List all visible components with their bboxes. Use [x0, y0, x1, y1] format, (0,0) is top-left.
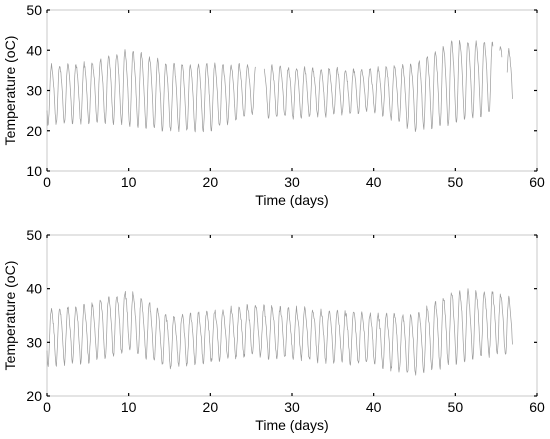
bottom-series-line: [46, 288, 513, 376]
top-x-tick-label: 40: [366, 174, 382, 190]
bottom-tick-group: 0 10 20 30 40 50 60 20 30 40 50: [26, 227, 545, 415]
top-x-tick-label: 60: [529, 174, 545, 190]
top-y-axis-label: Temperature (oC): [2, 36, 18, 146]
bottom-x-tick-label: 20: [203, 399, 219, 415]
bottom-y-axis-label: Temperature (oC): [2, 261, 18, 371]
bottom-y-tick-label: 20: [26, 388, 42, 404]
bottom-y-tick-label: 30: [26, 334, 42, 350]
bottom-x-tick-label: 10: [121, 399, 137, 415]
top-x-tick-label: 0: [43, 174, 51, 190]
bottom-x-tick-label: 30: [284, 399, 300, 415]
bottom-y-tick-label: 50: [26, 227, 42, 243]
top-x-axis-label: Time (days): [255, 192, 328, 208]
top-x-tick-label: 50: [448, 174, 464, 190]
bottom-x-tick-label: 40: [366, 399, 382, 415]
top-y-tick-label: 50: [26, 2, 42, 18]
top-y-tick-label: 20: [26, 123, 42, 139]
top-series-line: [46, 39, 513, 133]
bottom-x-tick-label: 50: [448, 399, 464, 415]
top-series-group: [46, 39, 513, 133]
bottom-x-axis-label: Time (days): [255, 417, 328, 433]
top-x-tick-label: 30: [284, 174, 300, 190]
bottom-chart: 0 10 20 30 40 50 60 20 30 40 50 Time (days) Temper…: [2, 227, 545, 433]
bottom-y-tick-label: 40: [26, 281, 42, 297]
bottom-plot-frame: [46, 234, 538, 397]
top-x-tick-label: 10: [121, 174, 137, 190]
bottom-x-tick-label: 60: [529, 399, 545, 415]
bottom-x-tick-label: 0: [43, 399, 51, 415]
top-x-tick-label: 20: [203, 174, 219, 190]
top-y-tick-label: 10: [26, 163, 42, 179]
top-y-tick-label: 40: [26, 42, 42, 58]
top-y-tick-label: 30: [26, 83, 42, 99]
top-plot-frame: [46, 9, 538, 172]
bottom-series-group: [46, 288, 513, 376]
